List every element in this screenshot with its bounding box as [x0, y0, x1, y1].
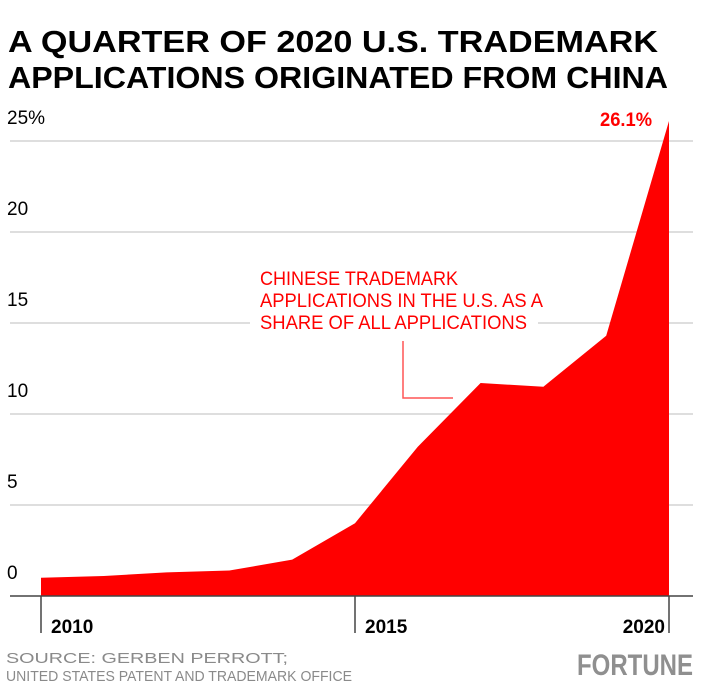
y-tick-label: 20 [7, 199, 28, 220]
chart-title-line-2: APPLICATIONS ORIGINATED FROM CHINA [8, 60, 668, 95]
annotation-leader-line [402, 341, 453, 399]
y-tick-label: 25% [7, 108, 45, 129]
annotation-background [250, 262, 538, 334]
y-tick-label: 15 [7, 290, 28, 311]
source-line-1: SOURCE: GERBEN PERROTT; [6, 650, 288, 667]
annotation-line-2: APPLICATIONS IN THE U.S. AS A [260, 291, 543, 312]
x-tick-label: 2020 [623, 617, 665, 638]
end-value-label: 26.1% [600, 110, 652, 131]
x-tick-label: 2010 [51, 617, 93, 638]
annotation-line-1: CHINESE TRADEMARK [260, 269, 458, 290]
chart-title-line-1: A QUARTER OF 2020 U.S. TRADEMARK [8, 24, 659, 59]
source-line-2: UNITED STATES PATENT AND TRADEMARK OFFIC… [6, 668, 352, 685]
y-tick-label: 10 [7, 381, 28, 402]
y-tick-label: 0 [7, 563, 18, 584]
annotation-line-3: SHARE OF ALL APPLICATIONS [260, 313, 527, 334]
fortune-logo: FORTUNE [577, 649, 693, 682]
area-series [41, 120, 669, 596]
x-axis-ticks: 2010 2015 2020 [40, 596, 670, 638]
x-tick-label: 2015 [365, 617, 408, 638]
y-tick-label: 5 [7, 472, 18, 493]
y-axis-labels: 0 5 10 15 20 25% [7, 108, 45, 584]
